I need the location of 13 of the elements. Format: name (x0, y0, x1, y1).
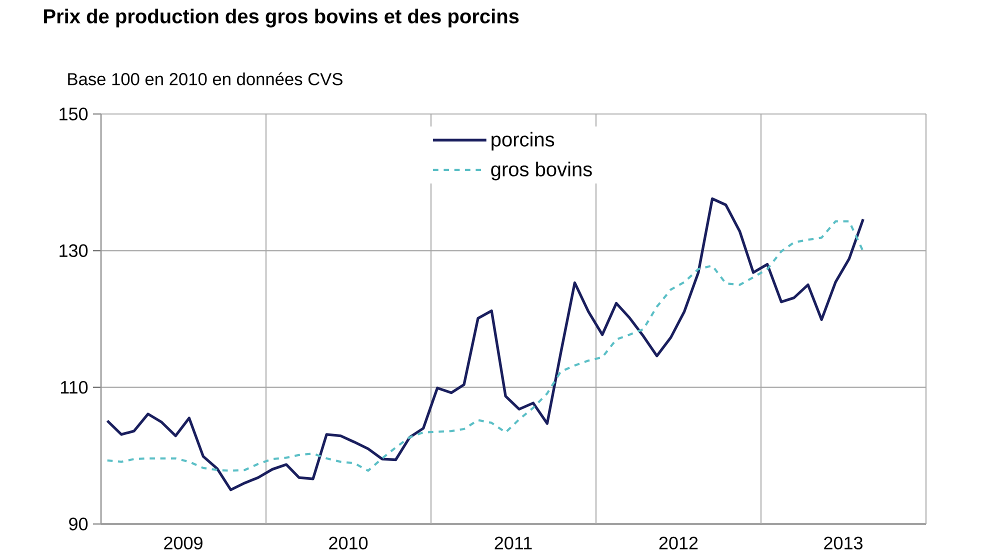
x-tick-label: 2011 (494, 536, 532, 550)
legend-label: gros bovins (491, 162, 592, 180)
chart-title: Prix de production des gros bovins et des porcins (44, 8, 519, 28)
y-tick-label: 110 (60, 380, 88, 394)
x-tick-label: 2010 (329, 536, 368, 550)
y-tick-label: 150 (60, 108, 88, 120)
y-tick-label: 130 (60, 244, 88, 258)
y-axis-title: Base 100 en 2010 en données CVS (68, 72, 342, 86)
legend-label: porcins (492, 132, 554, 151)
y-tick-label: 90 (69, 518, 88, 530)
x-tick-label: 2013 (824, 536, 862, 550)
x-tick-label: 2012 (659, 536, 698, 550)
x-tick-label: 2009 (164, 536, 202, 550)
